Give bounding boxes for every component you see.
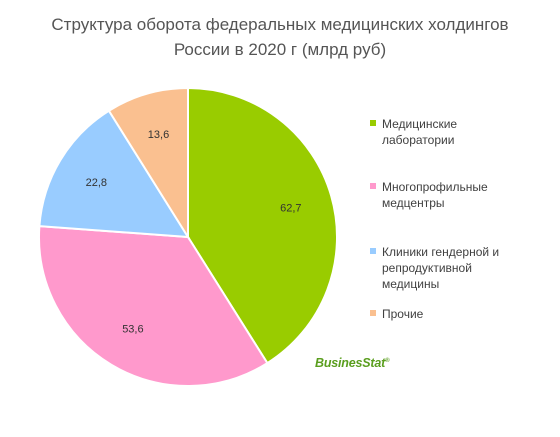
logo-registered-mark: ® <box>385 357 390 364</box>
pie-slice-3 <box>107 86 189 241</box>
legend-swatch-3 <box>370 310 376 316</box>
logo-part-2: Stat <box>362 356 386 370</box>
legend-swatch-2 <box>370 248 376 254</box>
pie-slice-label-3: 13,6 <box>148 129 169 141</box>
pie-slice-label-0: 62,7 <box>280 202 301 214</box>
logo-part-1: Busines <box>315 356 363 370</box>
legend-label-1: Многопрофильные медцентры <box>382 180 488 210</box>
pie-slice-label-2: 22,8 <box>86 177 107 189</box>
legend-label-0: Медицинские лаборатории <box>382 117 458 147</box>
legend-swatch-0 <box>370 120 376 126</box>
legend-swatch-1 <box>370 183 376 189</box>
chart-title: Структура оборота федеральных медицински… <box>0 12 560 62</box>
businesstat-logo: BusinesStat® <box>315 356 390 370</box>
legend-label-2: Клиники гендерной и репродуктивной медиц… <box>382 245 500 291</box>
pie-slice-2 <box>38 109 190 239</box>
pie-slice-1 <box>38 225 269 387</box>
legend-label-3: Прочие <box>382 307 424 321</box>
chart-title-line-2: России в 2020 г (млрд руб) <box>173 40 387 59</box>
chart-title-line-1: Структура оборота федеральных медицински… <box>51 15 509 34</box>
pie-slice-label-1: 53,6 <box>122 324 143 336</box>
